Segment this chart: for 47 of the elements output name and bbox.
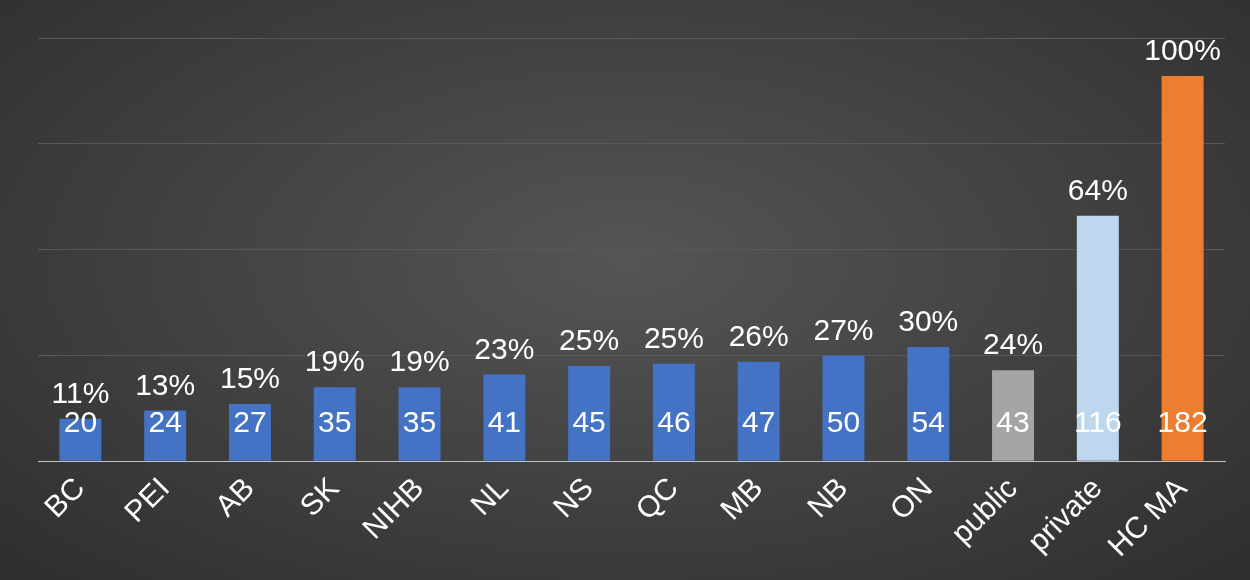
annotation: 25% [643,321,704,355]
annotation: 19% [389,344,450,378]
annotation: 11% [51,376,110,410]
data-label: 35 [318,405,352,439]
bar [992,370,1035,461]
annotation: 30% [898,304,959,338]
bar [228,404,271,461]
annotation: 13% [135,367,196,401]
x-tick-label: NS [546,470,600,524]
x-tick-label: PEI [117,470,176,529]
x-tick-label: HC MA [1101,470,1193,563]
x-tick-label: AB [208,470,261,523]
x-tick-label: SK [293,470,345,523]
x-tick-label: ON [883,470,939,526]
annotation: 26% [728,319,789,353]
bar [822,355,865,461]
bar [313,387,356,461]
bar [483,374,526,461]
bar [737,361,780,461]
x-tick-label: MB [713,470,769,526]
data-label: 46 [657,405,691,439]
x-tick-label: BC [37,470,91,524]
x-tick-label: QC [628,470,684,526]
data-label: 43 [996,405,1030,439]
annotation: 23% [474,331,535,365]
data-label: 27 [233,405,267,439]
annotation: 15% [219,361,280,395]
bar [398,387,441,461]
data-label: 45 [572,405,606,439]
bar [652,363,695,461]
data-label: 41 [487,405,522,439]
x-tick-label: NB [800,470,854,524]
annotation: 24% [983,327,1044,361]
bar [1076,215,1119,461]
data-label: 50 [826,405,861,439]
annotation: 25% [559,323,620,357]
bar [568,365,611,461]
data-label: 24 [148,405,182,439]
bar [907,346,950,461]
annotation: 19% [304,344,365,378]
data-label: 54 [911,405,945,439]
annotation: 27% [813,312,874,346]
data-label: 47 [741,405,776,439]
annotation: 64% [1067,173,1128,207]
x-tick-label: NL [463,470,515,522]
data-label: 35 [402,405,437,439]
annotation: 100% [1144,33,1221,67]
